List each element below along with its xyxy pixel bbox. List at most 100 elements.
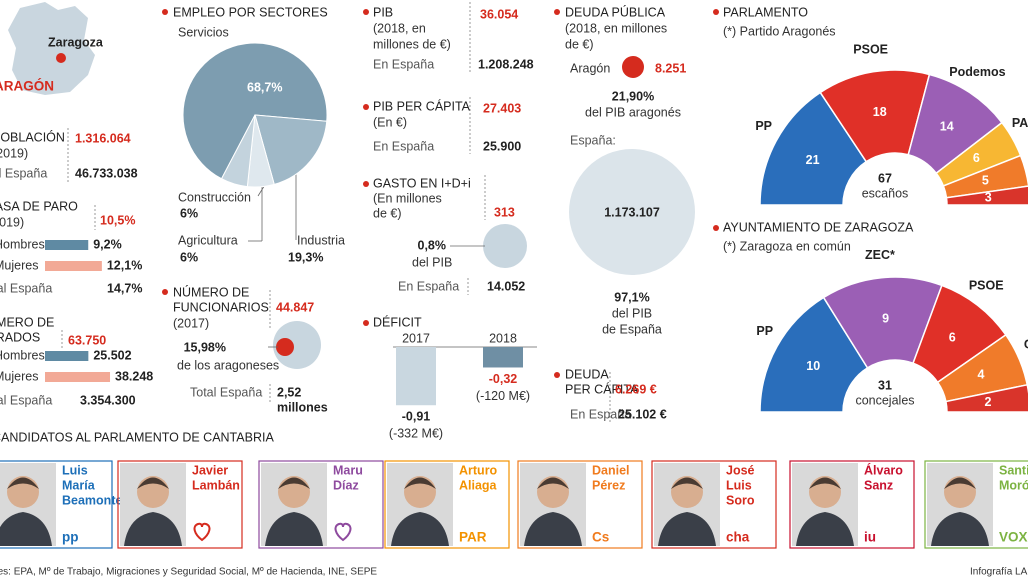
card-frame bbox=[651, 460, 777, 549]
bullets bbox=[162, 9, 719, 378]
label: millones bbox=[277, 400, 328, 414]
separators bbox=[61, 2, 611, 422]
photo-hair bbox=[137, 477, 169, 489]
total-value: 31 bbox=[878, 378, 892, 392]
bullet bbox=[363, 181, 369, 187]
label: 1.173.107 bbox=[604, 205, 660, 219]
pie-slice bbox=[220, 114, 256, 188]
label: PARADOS bbox=[0, 330, 40, 344]
value-label: 9 bbox=[882, 311, 889, 325]
party-logo: iu bbox=[864, 530, 876, 545]
note: (-120 M€) bbox=[476, 389, 530, 403]
label: 0,8% bbox=[418, 238, 447, 252]
bullet bbox=[554, 372, 560, 378]
label: (2018, en bbox=[373, 21, 426, 35]
party-label: PAR bbox=[1012, 116, 1028, 130]
bar bbox=[45, 240, 89, 250]
label: PIB PER CÁPITA bbox=[373, 98, 471, 113]
card-frame bbox=[924, 460, 1028, 549]
candidate-name: Álvaro bbox=[864, 462, 903, 477]
note: (-332 M€) bbox=[389, 427, 443, 441]
party-logo: cha bbox=[726, 530, 750, 545]
label: PIB bbox=[373, 5, 393, 19]
party-label: PP bbox=[755, 119, 772, 133]
label: PER CÁPITA bbox=[565, 381, 639, 396]
candidate-name: Beamonte bbox=[62, 493, 122, 507]
value-label: 14 bbox=[940, 119, 954, 133]
label: 1.316.064 bbox=[75, 131, 131, 145]
label: 15,98% bbox=[184, 340, 226, 354]
pie-slice bbox=[254, 114, 328, 185]
label: 14,7% bbox=[107, 281, 142, 295]
seat-segment bbox=[759, 91, 868, 206]
value-label: 21 bbox=[806, 153, 820, 167]
label: NÚMERO DE bbox=[0, 314, 54, 329]
label: 10,5% bbox=[100, 213, 135, 227]
bullet bbox=[162, 9, 168, 15]
party-label: PP bbox=[756, 324, 773, 338]
photo-body bbox=[931, 512, 989, 546]
bar bbox=[45, 351, 89, 361]
card-frame bbox=[384, 460, 510, 549]
chart-title: EMPLEO POR SECTORES bbox=[173, 5, 328, 19]
category-label: Mujeres bbox=[0, 258, 38, 272]
bullet bbox=[162, 289, 168, 295]
label: Total España bbox=[0, 393, 52, 407]
category-label: Agricultura bbox=[178, 233, 238, 247]
bullet bbox=[554, 9, 560, 15]
value-label: 18 bbox=[873, 105, 887, 119]
candidate-name: Aliaga bbox=[459, 478, 498, 492]
label: 44.847 bbox=[276, 300, 314, 314]
value-label: -0,91 bbox=[402, 410, 431, 424]
label: del PIB bbox=[412, 255, 452, 269]
label: Total España bbox=[0, 166, 47, 180]
party-label: Podemos bbox=[949, 65, 1005, 79]
label: de España bbox=[602, 322, 662, 336]
label: del PIB bbox=[612, 306, 652, 320]
label: 46.733.038 bbox=[75, 166, 138, 180]
region-map bbox=[8, 2, 95, 95]
bullet bbox=[363, 320, 369, 326]
category-label: 2018 bbox=[489, 331, 517, 345]
label: DEUDA bbox=[565, 367, 609, 381]
bubble bbox=[622, 56, 644, 78]
card-frame bbox=[789, 460, 915, 549]
label: 21,90% bbox=[612, 89, 654, 103]
value-label: 6% bbox=[180, 250, 198, 264]
bar bbox=[483, 347, 523, 368]
photo-hair bbox=[278, 477, 310, 489]
candidate-name: Daniel bbox=[592, 463, 630, 477]
label: En España bbox=[373, 139, 434, 153]
candidate-name: Luis bbox=[62, 463, 88, 477]
photo-hair bbox=[7, 477, 39, 489]
value-label: 19,3% bbox=[288, 250, 323, 264]
value-label: 10 bbox=[806, 359, 820, 373]
photo-hair bbox=[404, 477, 436, 489]
photo-hair bbox=[671, 477, 703, 489]
category-label: Construcción bbox=[178, 190, 251, 204]
label: GASTO EN I+D+i bbox=[373, 176, 471, 190]
label: de €) bbox=[565, 37, 594, 51]
card-frame bbox=[258, 460, 384, 549]
value-label: 6% bbox=[180, 206, 198, 220]
category-label: Hombres bbox=[0, 237, 45, 251]
card-frame bbox=[117, 460, 243, 549]
photo-body bbox=[796, 512, 854, 546]
bubble bbox=[276, 338, 294, 356]
label: 8.251 bbox=[655, 61, 686, 75]
party-logo: pp bbox=[62, 530, 79, 545]
total-label: escaños bbox=[862, 186, 909, 200]
label: Total España bbox=[0, 281, 52, 295]
label: 2,52 bbox=[277, 385, 301, 399]
label: Aragón bbox=[570, 61, 610, 75]
chart-title: AYUNTAMIENTO DE ZARAGOZA bbox=[723, 220, 914, 234]
label: NÚMERO DE bbox=[173, 284, 249, 299]
candidate-name: María bbox=[62, 478, 96, 492]
value-label: 2 bbox=[985, 395, 992, 409]
value-label: 9,2% bbox=[93, 237, 122, 251]
photo-hair bbox=[944, 477, 976, 489]
